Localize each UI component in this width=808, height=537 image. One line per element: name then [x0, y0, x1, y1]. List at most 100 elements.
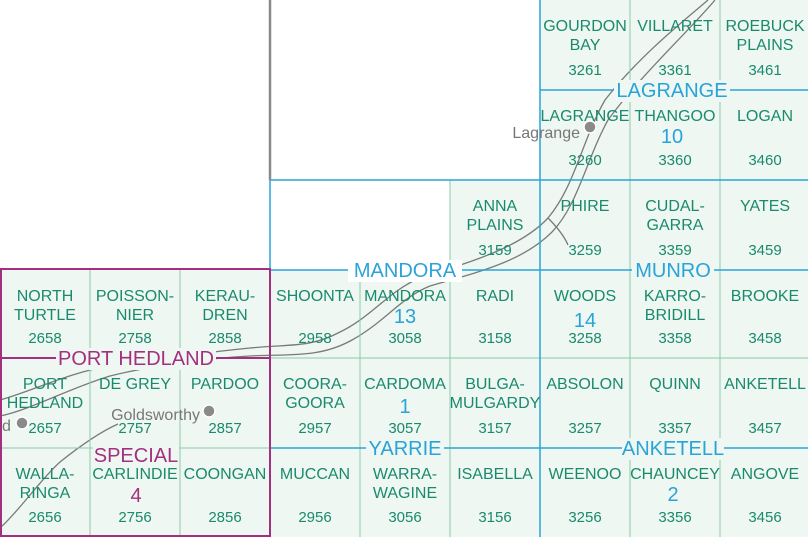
map-cell-2756: CARLINDIE 2756	[92, 466, 177, 526]
cell-number: 3258	[568, 330, 601, 347]
cell-number: 2958	[298, 330, 331, 347]
place-port-hedland-partial: d	[2, 416, 29, 435]
cell-labels: GOURDON BAY 3261 VILLARET 3361 ROEBUCK PLAINS 3…	[7, 18, 806, 526]
map-cell-3356: CHAUNCEY 3356	[630, 466, 720, 526]
cell-name: PLAINS	[737, 37, 794, 54]
cell-name: THANGOO	[635, 108, 716, 125]
map-cell-3156: ISABELLA 3156	[457, 466, 533, 526]
cell-number: 3259	[568, 242, 601, 259]
cell-number: 2758	[118, 330, 151, 347]
place-marker-icon	[15, 416, 29, 430]
places: Lagrange Goldsworthy d	[2, 120, 597, 435]
cell-number: 3159	[478, 242, 511, 259]
map-cell-2657: PORT HEDLAND 2657	[7, 376, 83, 437]
place-goldsworthy: Goldsworthy	[111, 404, 216, 424]
cell-name: VILLARET	[637, 18, 713, 35]
cell-name: MANDORA	[364, 288, 446, 305]
cell-number: 3257	[568, 420, 601, 437]
cell-number: 3056	[388, 509, 421, 526]
place-name: Goldsworthy	[111, 407, 200, 424]
sheet-label-bg	[56, 348, 216, 370]
sheet-label-bg	[632, 260, 714, 282]
cell-number: 3058	[388, 330, 421, 347]
map-cell-2758: POISSON- NIER 2758	[96, 288, 174, 347]
sheet-lagrange: LAGRANGE 10	[614, 80, 730, 148]
cell-number: 3256	[568, 509, 601, 526]
map-cell-3058: MANDORA 3058	[364, 288, 446, 347]
cell-number: 3461	[748, 62, 781, 79]
map-cell-3457: ANKETELL 3457	[724, 376, 806, 437]
cell-name: GOORA	[285, 395, 345, 412]
map-cell-2656: WALLA- RINGA 2656	[16, 466, 75, 526]
map-cell-3159: ANNA PLAINS 3159	[467, 198, 524, 259]
cell-number: 3156	[478, 509, 511, 526]
sheet-munro: MUNRO 14	[574, 260, 714, 332]
cell-name: NIER	[116, 307, 154, 324]
sheet-label-bg	[366, 438, 444, 460]
cell-name: TURTLE	[14, 307, 76, 324]
cell-number: 3157	[478, 420, 511, 437]
sheet-number: 14	[574, 310, 596, 332]
map-cell-3257: ABSOLON 3257	[546, 376, 623, 437]
map-cell-2957: COORA- GOORA 2957	[283, 376, 347, 437]
cell-number: 2858	[208, 330, 241, 347]
sheet-name: ANKETELL	[622, 438, 724, 460]
cell-name: NORTH	[17, 288, 74, 305]
cell-name: QUINN	[649, 376, 701, 393]
map-cell-3461: ROEBUCK PLAINS 3461	[725, 18, 804, 79]
road-line-lower	[0, 0, 716, 417]
map-cell-2856: COONGAN 2856	[184, 466, 267, 526]
cell-number: 3358	[658, 330, 691, 347]
cell-number: 3357	[658, 420, 691, 437]
cell-name: LAGRANGE	[541, 108, 630, 125]
sheet-name: YARRIE	[369, 438, 442, 460]
cell-name: CHAUNCEY	[630, 466, 720, 483]
map-cell-3261: GOURDON BAY 3261	[543, 18, 627, 79]
cell-number: 3459	[748, 242, 781, 259]
place-marker-icon	[583, 120, 597, 134]
map-cell-3256: WEENOO 3256	[549, 466, 622, 526]
sheet-name: LAGRANGE	[616, 80, 727, 102]
cell-name: ANKETELL	[724, 376, 806, 393]
sheet-number: 4	[130, 485, 141, 507]
map-cell-2857: PARDOO 2857	[191, 376, 259, 437]
cell-name: KERAU-	[195, 288, 255, 305]
cell-number: 3460	[748, 152, 781, 169]
cell-number: 3359	[658, 242, 691, 259]
cell-name: MUCCAN	[280, 466, 350, 483]
cell-number: 2657	[28, 420, 61, 437]
sheet-name: MANDORA	[354, 260, 457, 282]
map-cell-3458: BROOKE 3458	[731, 288, 799, 347]
map-cell-3056: WARRA- WAGINE 3056	[373, 466, 437, 526]
cell-number: 3360	[658, 152, 691, 169]
sheet-number: 1	[399, 396, 410, 418]
map-cell-3057: CARDOMA 3057	[364, 376, 446, 437]
cell-name: LOGAN	[737, 108, 793, 125]
cell-bg-port-hedland-sheet	[0, 270, 270, 537]
cell-name: RINGA	[20, 485, 71, 502]
cell-name: PARDOO	[191, 376, 259, 393]
map-cell-3357: QUINN 3357	[649, 376, 701, 437]
sheet-label-bg	[622, 438, 724, 460]
cell-name: WALLA-	[16, 466, 75, 483]
road-line-branch	[0, 423, 119, 529]
cell-name: GARRA	[647, 217, 704, 234]
map-cell-2858: KERAU- DREN 2858	[195, 288, 255, 347]
sheet-yarrie: YARRIE 1	[366, 396, 444, 460]
cell-name: KARRO-	[644, 288, 706, 305]
cell-name: WEENOO	[549, 466, 622, 483]
cell-name: ABSOLON	[546, 376, 623, 393]
cell-name: ISABELLA	[457, 466, 533, 483]
cell-name: HEDLAND	[7, 395, 83, 412]
cell-name: CARLINDIE	[92, 466, 177, 483]
map-cell-3157: BULGA- MULGARDY 3157	[450, 376, 541, 437]
map-cell-3158: RADI 3158	[476, 288, 514, 347]
cell-name: PLAINS	[467, 217, 524, 234]
cell-name: BRIDILL	[645, 307, 706, 324]
sheet-number: 10	[661, 126, 683, 148]
map-cell-3459: YATES 3459	[740, 198, 790, 259]
place-lagrange: Lagrange	[512, 120, 597, 142]
map-cell-3460: LOGAN 3460	[737, 108, 793, 169]
